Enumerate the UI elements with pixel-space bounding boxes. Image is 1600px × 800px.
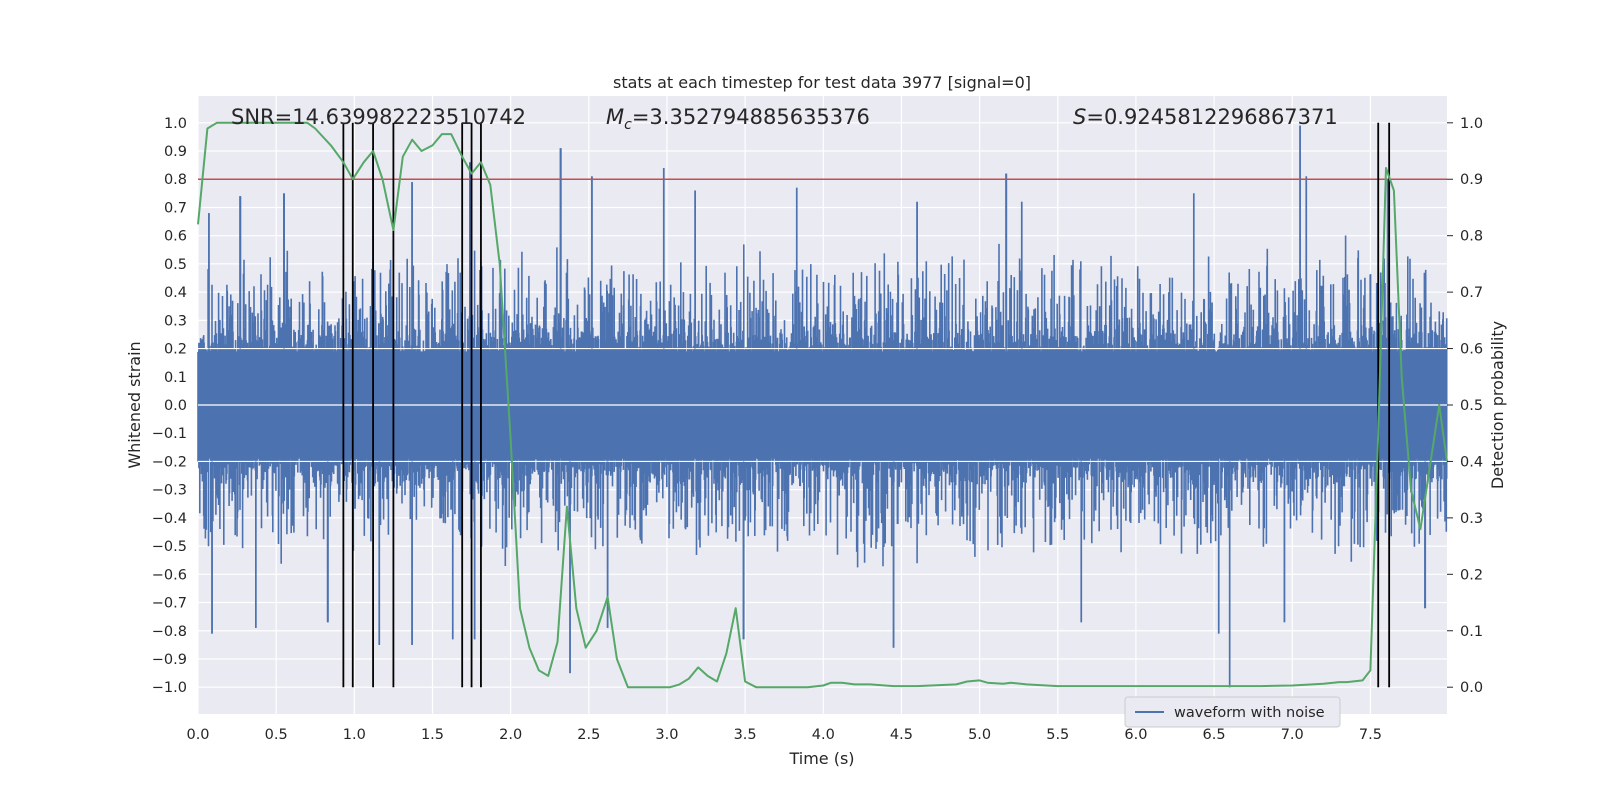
y-tick-label: 0.7 [164,200,187,216]
x-tick-label: 5.0 [968,727,991,743]
chirp-mass-annotation: Mc=3.352794885635376 [606,105,870,133]
y2-tick-label: 0.2 [1460,567,1483,583]
snr-annotation: SNR=14.639982223510742 [231,105,526,129]
y2-tick-label: 0.1 [1460,624,1483,640]
y-tick-label: −0.4 [152,511,187,527]
y-tick-label: −0.1 [152,426,187,442]
x-tick-label: 4.0 [812,727,835,743]
y-tick-label: 0.6 [164,229,187,245]
x-tick-label: 7.5 [1359,727,1382,743]
y2-tick-label: 0.4 [1460,454,1483,470]
y-tick-label: −0.7 [152,596,187,612]
y-tick-label: −0.3 [152,483,187,499]
x-tick-label: 4.5 [890,727,913,743]
y-tick-label: 0.3 [164,313,187,329]
x-tick-label: 3.0 [655,727,678,743]
y-tick-label: 0.2 [164,342,187,358]
y-axis-label: Whitened strain [125,341,144,468]
y-tick-label: 0.8 [164,172,187,188]
s-symbol: S [1073,105,1086,129]
y-tick-label: 0.4 [164,285,187,301]
y-tick-label: −0.6 [152,567,187,583]
x-tick-label: 3.5 [734,727,757,743]
y-tick-label: −0.8 [152,624,187,640]
x-axis-label: Time (s) [788,749,854,768]
y-tick-label: −0.9 [152,652,187,668]
chirp-mass-subscript: c [624,117,632,133]
x-tick-label: 5.5 [1046,727,1069,743]
y-tick-label: 0.9 [164,144,187,160]
detection-probability-line [197,121,1448,689]
x-axis-ticks: 0.0 0.5 1.0 1.5 2.0 2.5 3.0 3.5 4.0 4.5 5.0 5.5 6.0 6… [186,727,1381,743]
y-tick-label: 0.1 [164,370,187,386]
y-tick-label: 0.0 [164,398,187,414]
chart-title: stats at each timestep for test data 397… [613,73,1031,92]
x-tick-label: 0.5 [265,727,288,743]
y2-tick-label: 0.8 [1460,229,1483,245]
chirp-mass-symbol: M [606,105,624,129]
y2-tick-label: 1.0 [1460,116,1483,132]
chirp-mass-value: =3.352794885635376 [632,105,870,129]
y2-tick-label: 0.0 [1460,680,1483,696]
event-markers [342,122,1391,688]
x-tick-label: 1.0 [343,727,366,743]
y-tick-label: 0.5 [164,257,187,273]
x-tick-label: 0.0 [186,727,209,743]
y2-axis-ticks: 1.0 0.9 0.8 0.7 0.6 0.5 0.4 0.3 0.2 0.1 0.0 [1447,116,1483,696]
x-tick-label: 1.5 [421,727,444,743]
y-axis-ticks: 1.0 0.9 0.8 0.7 0.6 0.5 0.4 0.3 0.2 0.1 0.0 −0.1 −0.… [152,116,187,696]
x-tick-label: 6.5 [1203,727,1226,743]
y-tick-label: −1.0 [152,680,187,696]
y-tick-label: −0.5 [152,539,187,555]
x-tick-label: 2.0 [499,727,522,743]
x-tick-label: 6.0 [1124,727,1147,743]
waveform-series [197,125,1448,688]
s-value: =0.9245812296867371 [1086,105,1337,129]
y-tick-label: 1.0 [164,116,187,132]
y2-tick-label: 0.7 [1460,285,1483,301]
legend: waveform with noise [1124,696,1341,728]
y2-tick-label: 0.5 [1460,398,1483,414]
x-tick-label: 7.0 [1281,727,1304,743]
y2-tick-label: 0.9 [1460,172,1483,188]
legend-label: waveform with noise [1174,705,1325,721]
y2-tick-label: 0.3 [1460,511,1483,527]
y2-axis-label: Detection probability [1488,321,1507,489]
x-tick-label: 2.5 [577,727,600,743]
y-tick-label: −0.2 [152,454,187,470]
s-annotation: S=0.9245812296867371 [1073,105,1338,129]
legend-box [1124,696,1341,728]
y2-tick-label: 0.6 [1460,342,1483,358]
